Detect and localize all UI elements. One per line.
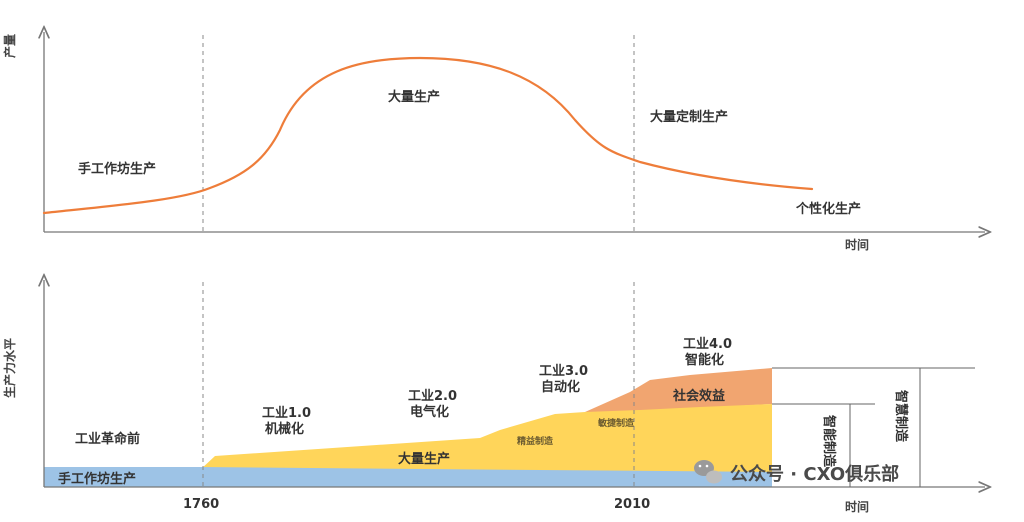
production-curve bbox=[42, 56, 814, 215]
label-personalized: 个性化生产 bbox=[795, 201, 861, 217]
label-customized: 大量定制生产 bbox=[650, 109, 728, 125]
wechat-icon bbox=[694, 460, 722, 484]
era-i4-sub: 智能化 bbox=[685, 352, 724, 368]
year-2010: 2010 bbox=[614, 497, 650, 512]
watermark: 公众号 · CXO俱乐部 bbox=[694, 460, 899, 485]
top-y-axis-label: 产量 bbox=[2, 34, 17, 58]
label-workshop: 手工作坊生产 bbox=[78, 161, 156, 177]
label-mass: 大量生产 bbox=[388, 89, 440, 105]
band-label-lean: 精益制造 bbox=[517, 435, 554, 447]
era-i2-title: 工业2.0 bbox=[408, 388, 457, 404]
era-pre: 工业革命前 bbox=[75, 431, 140, 447]
band-label-agile: 敏捷制造 bbox=[597, 417, 635, 429]
top-panel: 产量 时间 手工作坊生产 大量生产 大量定制生产 个性化生产 bbox=[2, 32, 985, 252]
era-i4-title: 工业4.0 bbox=[683, 336, 732, 352]
bottom-x-axis-label: 时间 bbox=[845, 499, 869, 514]
watermark-text: 公众号 · CXO俱乐部 bbox=[730, 463, 899, 485]
band-label-workshop: 手工作坊生产 bbox=[58, 471, 136, 487]
bracket-label-wisdom: 智慧制造 bbox=[893, 390, 909, 443]
era-i1-sub: 机械化 bbox=[265, 421, 304, 437]
band-label-social: 社会效益 bbox=[672, 388, 725, 404]
top-x-axis-label: 时间 bbox=[845, 237, 869, 252]
bracket-label-smart: 智能制造 bbox=[821, 415, 837, 468]
era-i3-title: 工业3.0 bbox=[539, 363, 588, 379]
band-social bbox=[585, 368, 772, 414]
era-i1-title: 工业1.0 bbox=[262, 405, 311, 421]
band-label-mass: 大量生产 bbox=[398, 451, 450, 467]
band-mass bbox=[200, 404, 772, 472]
bottom-panel: 生产力水平 时间 1760 2010 工业革命前 工业1.0 机械化 工业2.0… bbox=[2, 280, 985, 514]
era-i2-sub: 电气化 bbox=[410, 404, 449, 420]
band-workshop bbox=[44, 467, 772, 487]
bottom-y-axis-label: 生产力水平 bbox=[2, 338, 17, 398]
era-i3-sub: 自动化 bbox=[541, 379, 580, 395]
year-1760: 1760 bbox=[183, 497, 219, 512]
